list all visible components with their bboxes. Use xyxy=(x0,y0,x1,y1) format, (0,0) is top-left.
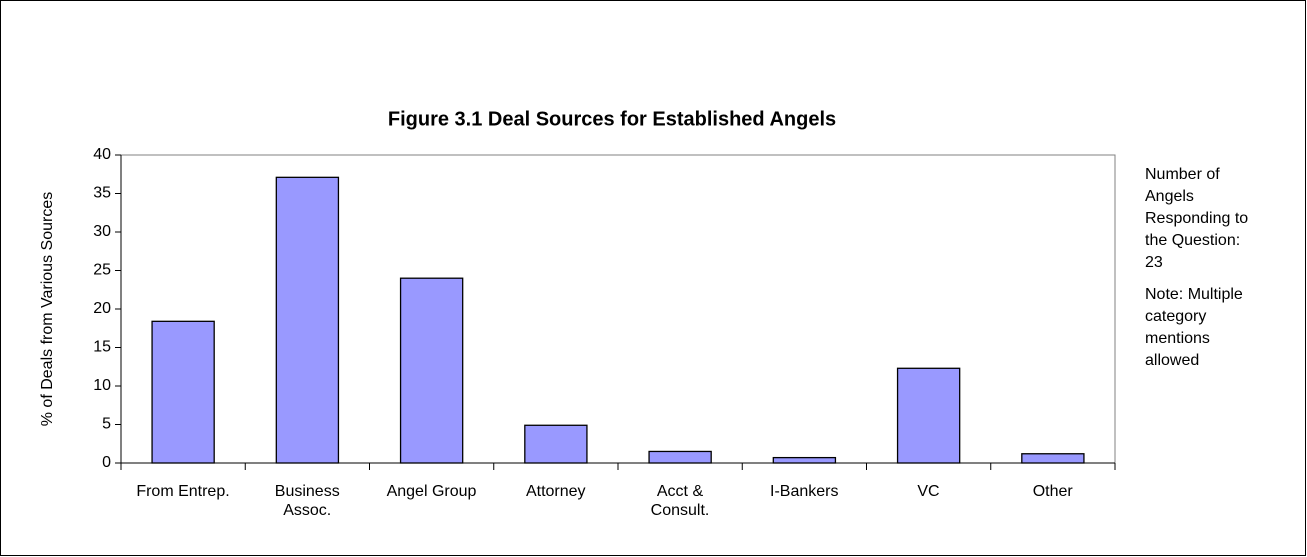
bar xyxy=(896,367,961,464)
y-tick-label: 30 xyxy=(93,223,111,240)
bar xyxy=(772,456,837,464)
bar xyxy=(275,176,340,464)
x-tick-label: Business Assoc. xyxy=(274,483,340,519)
bar xyxy=(151,320,215,464)
y-tick-label: 40 xyxy=(93,146,111,163)
x-tick-label: Attorney xyxy=(525,483,586,500)
plot-area xyxy=(120,154,1116,464)
bar xyxy=(1021,453,1085,464)
chart-title: Figure 3.1 Deal Sources for Established … xyxy=(388,108,836,130)
annotation: Number of Angels Responding to the Quest… xyxy=(1145,166,1249,271)
y-tick-label: 5 xyxy=(102,416,111,433)
x-tick-label: I-Bankers xyxy=(770,483,839,500)
bar xyxy=(648,450,712,464)
bar xyxy=(399,277,464,464)
y-tick-label: 10 xyxy=(93,377,111,394)
y-tick-label: 20 xyxy=(93,300,111,317)
y-tick-label: 35 xyxy=(93,185,111,202)
annotation: Note: Multiple category mentions allowed xyxy=(1145,286,1243,369)
x-tick-label: Acct & Consult. xyxy=(650,483,710,519)
x-tick-label: Other xyxy=(1032,483,1073,500)
y-tick-label: 0 xyxy=(102,454,111,471)
x-tick-label: Angel Group xyxy=(386,483,477,500)
y-axis-label: % of Deals from Various Sources xyxy=(39,192,56,426)
x-tick-label: From Entrep. xyxy=(136,483,230,500)
y-tick-label: 25 xyxy=(93,262,111,279)
x-tick-label: VC xyxy=(917,483,940,500)
y-tick-label: 15 xyxy=(93,339,111,356)
bar xyxy=(524,424,588,464)
